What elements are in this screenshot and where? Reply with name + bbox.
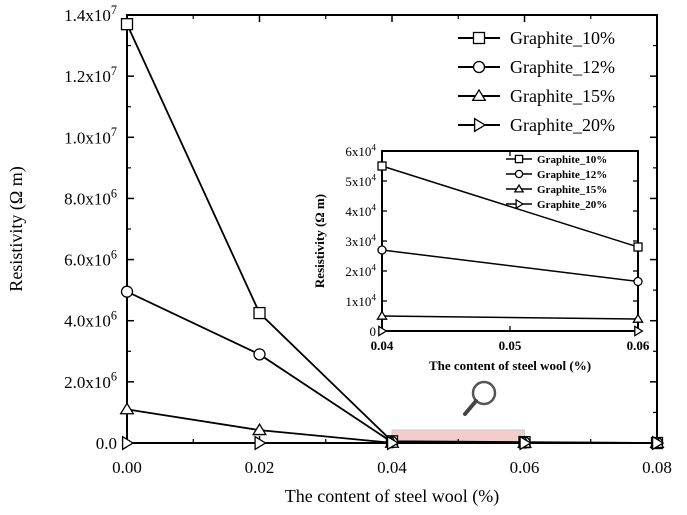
x-tick-label: 0.04: [377, 458, 407, 477]
inset-x-tick-label: 0.06: [627, 338, 650, 353]
legend-marker: [473, 117, 487, 133]
y-tick-label: 1.0x107: [64, 125, 117, 147]
data-point: [120, 285, 134, 298]
data-point: [651, 435, 665, 451]
main-x-axis-label: The content of steel wool (%): [285, 486, 499, 507]
legend-marker: [471, 88, 487, 102]
x-tick-label: 0.06: [510, 458, 540, 477]
data-point: [120, 18, 134, 31]
legend-label: Graphite_15%: [510, 86, 615, 106]
inset-y-tick-label: 4x104: [345, 204, 376, 219]
inset-x-axis-label: The content of steel wool (%): [429, 358, 591, 373]
y-tick-label: 8.0x106: [64, 186, 117, 208]
inset-series-line: [381, 315, 639, 320]
inset-legend-marker: [513, 183, 525, 193]
data-point: [386, 435, 400, 451]
inset-legend-label: Graphite_10%: [537, 154, 607, 166]
inset-y-tick-label: 6x104: [345, 144, 376, 159]
inset-legend: Graphite_10% Graphite_12% Graphite_15% Grap…: [506, 154, 607, 211]
data-point: [119, 402, 135, 415]
inset-x-tick-label: 0.04: [371, 338, 394, 353]
data-point: [253, 348, 266, 361]
main-series-group: [119, 18, 665, 451]
data-point: [121, 435, 135, 451]
x-tick-label: 0.00: [112, 458, 142, 477]
magnifier-icon: [463, 380, 497, 416]
inset-data-point: [632, 313, 644, 323]
inset-data-point: [634, 325, 644, 337]
inset-series-line: [381, 249, 639, 283]
inset-data-point: [378, 325, 388, 337]
inset-data-point: [633, 276, 643, 287]
inset-legend-label: Graphite_15%: [537, 184, 607, 196]
inset-data-point: [377, 161, 387, 171]
legend-label: Graphite_12%: [510, 57, 615, 77]
inset-data-point: [376, 310, 388, 320]
inset-data-point: [377, 245, 387, 255]
inset-x-tick-label: 0.05: [499, 338, 522, 353]
x-tick-label: 0.02: [245, 458, 275, 477]
inset-data-point: [633, 242, 643, 252]
data-point: [252, 422, 267, 436]
inset-legend-label: Graphite_12%: [537, 169, 607, 181]
inset-series-group: [376, 161, 644, 337]
main-y-axis-label: Resistivity (Ω m): [6, 166, 27, 291]
inset-y-tick-label: 0: [370, 324, 377, 339]
y-tick-label: 4.0x106: [64, 309, 117, 331]
inset-y-tick-label: 5x104: [345, 174, 376, 189]
inset-legend-marker: [514, 169, 524, 179]
data-point: [254, 435, 267, 451]
legend-marker: [472, 31, 486, 45]
inset-y-axis-label: Resistivity (Ω m): [312, 194, 327, 288]
main-axis-ticks: 0.00 0.02 0.04 0.06 0.08 0.0 2.0x106 4.0x106 6.0…: [64, 3, 672, 477]
data-point: [253, 306, 266, 320]
legend-label: Graphite_20%: [510, 115, 615, 135]
legend-label: Graphite_10%: [510, 28, 615, 48]
x-tick-label: 0.08: [642, 458, 672, 477]
y-tick-label: 2.0x106: [64, 370, 117, 392]
y-tick-label: 0.0: [96, 434, 117, 453]
main-legend: Graphite_10% Graphite_12% Graphite_15% Grap…: [458, 28, 615, 135]
inset-legend-marker: [515, 198, 525, 210]
inset-series-line: [381, 165, 639, 248]
data-point: [519, 435, 532, 451]
inset-y-tick-label: 3x104: [345, 234, 376, 249]
legend-marker: [472, 60, 486, 74]
y-tick-label: 1.4x107: [64, 3, 117, 25]
inset-legend-label: Graphite_20%: [537, 199, 607, 211]
y-tick-label: 1.2x107: [64, 64, 117, 86]
inset-y-tick-label: 2x104: [345, 264, 376, 279]
inset-y-tick-label: 1x104: [345, 294, 376, 309]
y-tick-label: 6.0x106: [64, 247, 117, 269]
inset-axis-ticks: 0.04 0.05 0.06 0 1x104 2x104 3x104 4x104 5x104 6x…: [345, 144, 650, 353]
inset-legend-marker: [514, 154, 524, 164]
